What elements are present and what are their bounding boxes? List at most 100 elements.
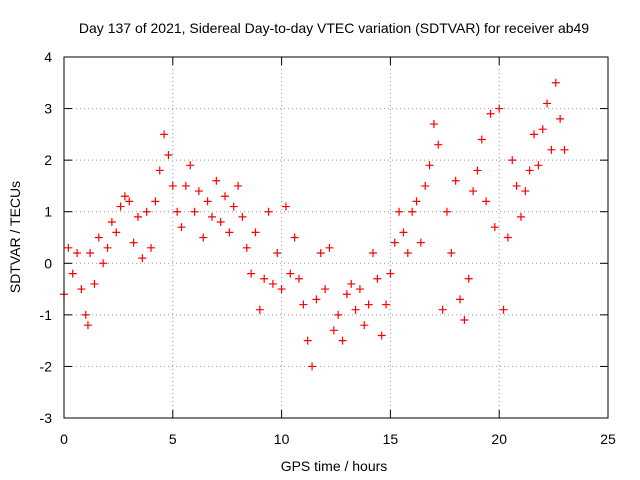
data-point [168, 181, 177, 190]
data-point [469, 187, 478, 196]
data-point [421, 181, 430, 190]
data-markers [60, 78, 569, 371]
data-point [86, 248, 95, 257]
data-point [133, 212, 142, 221]
data-point [142, 207, 151, 216]
data-point [107, 218, 116, 227]
data-point [368, 248, 377, 257]
data-point [403, 248, 412, 257]
data-point [473, 166, 482, 175]
data-point [129, 238, 138, 247]
data-point [199, 233, 208, 242]
data-point [399, 228, 408, 237]
data-point [68, 269, 77, 278]
y-tick-label: 0 [44, 255, 52, 271]
data-point [295, 274, 304, 283]
data-point [177, 223, 186, 232]
data-point [234, 181, 243, 190]
y-axis-label: SDTVAR / TECUs [7, 181, 23, 293]
x-tick-label: 5 [169, 431, 177, 447]
data-point [164, 150, 173, 159]
x-axis-label: GPS time / hours [281, 458, 388, 474]
data-point [538, 125, 547, 134]
data-point [155, 166, 164, 175]
data-point [442, 207, 451, 216]
data-point [386, 269, 395, 278]
data-point [77, 285, 86, 294]
data-point [147, 243, 156, 252]
data-point [460, 316, 469, 325]
data-point [173, 207, 182, 216]
tick-labels: 0 5 10 15 20 25 -3 -2 -1 0 1 2 3 4 [40, 49, 616, 447]
data-point [490, 223, 499, 232]
data-point [434, 140, 443, 149]
data-point [83, 321, 92, 330]
y-tick-label: -2 [40, 358, 53, 374]
data-point [351, 305, 360, 314]
axis-ticks [63, 56, 609, 419]
data-point [273, 248, 282, 257]
data-point [81, 310, 90, 319]
data-point [456, 295, 465, 304]
y-tick-label: -3 [40, 410, 53, 426]
data-point [247, 269, 256, 278]
data-point [486, 109, 495, 118]
data-point [242, 243, 251, 252]
data-point [251, 228, 260, 237]
data-point [373, 274, 382, 283]
data-point [181, 181, 190, 190]
data-point [116, 202, 125, 211]
data-point [516, 212, 525, 221]
data-point [186, 161, 195, 170]
data-point [216, 218, 225, 227]
data-point [103, 243, 112, 252]
data-point [225, 228, 234, 237]
data-point [303, 336, 312, 345]
data-point [125, 197, 134, 206]
plot-frame [63, 56, 609, 419]
data-point [408, 207, 417, 216]
data-point [190, 207, 199, 216]
data-point [547, 145, 556, 154]
data-point [99, 259, 108, 268]
data-point [64, 243, 73, 252]
data-point [194, 187, 203, 196]
data-point [94, 233, 103, 242]
data-point [543, 99, 552, 108]
data-point [390, 238, 399, 247]
data-point [425, 161, 434, 170]
data-point [503, 233, 512, 242]
x-tick-label: 20 [491, 431, 507, 447]
data-point [338, 336, 347, 345]
data-point [207, 212, 216, 221]
data-point [560, 145, 569, 154]
data-point [395, 207, 404, 216]
data-point [264, 207, 273, 216]
data-point [451, 176, 460, 185]
data-point [268, 279, 277, 288]
data-point [286, 269, 295, 278]
grid-lines [64, 57, 608, 418]
y-tick-label: 1 [44, 204, 52, 220]
data-point [482, 197, 491, 206]
data-point [277, 285, 286, 294]
data-point [329, 326, 338, 335]
data-point [429, 120, 438, 129]
data-point [160, 130, 169, 139]
data-point [221, 192, 230, 201]
x-tick-label: 10 [274, 431, 290, 447]
data-point [355, 285, 364, 294]
data-point [499, 305, 508, 314]
data-point [360, 321, 369, 330]
data-point [325, 243, 334, 252]
data-point [290, 233, 299, 242]
data-point [512, 181, 521, 190]
data-point [238, 212, 247, 221]
data-point [556, 114, 565, 123]
data-point [347, 279, 356, 288]
data-point [229, 202, 238, 211]
data-point [90, 279, 99, 288]
data-point [377, 331, 386, 340]
data-point [447, 248, 456, 257]
